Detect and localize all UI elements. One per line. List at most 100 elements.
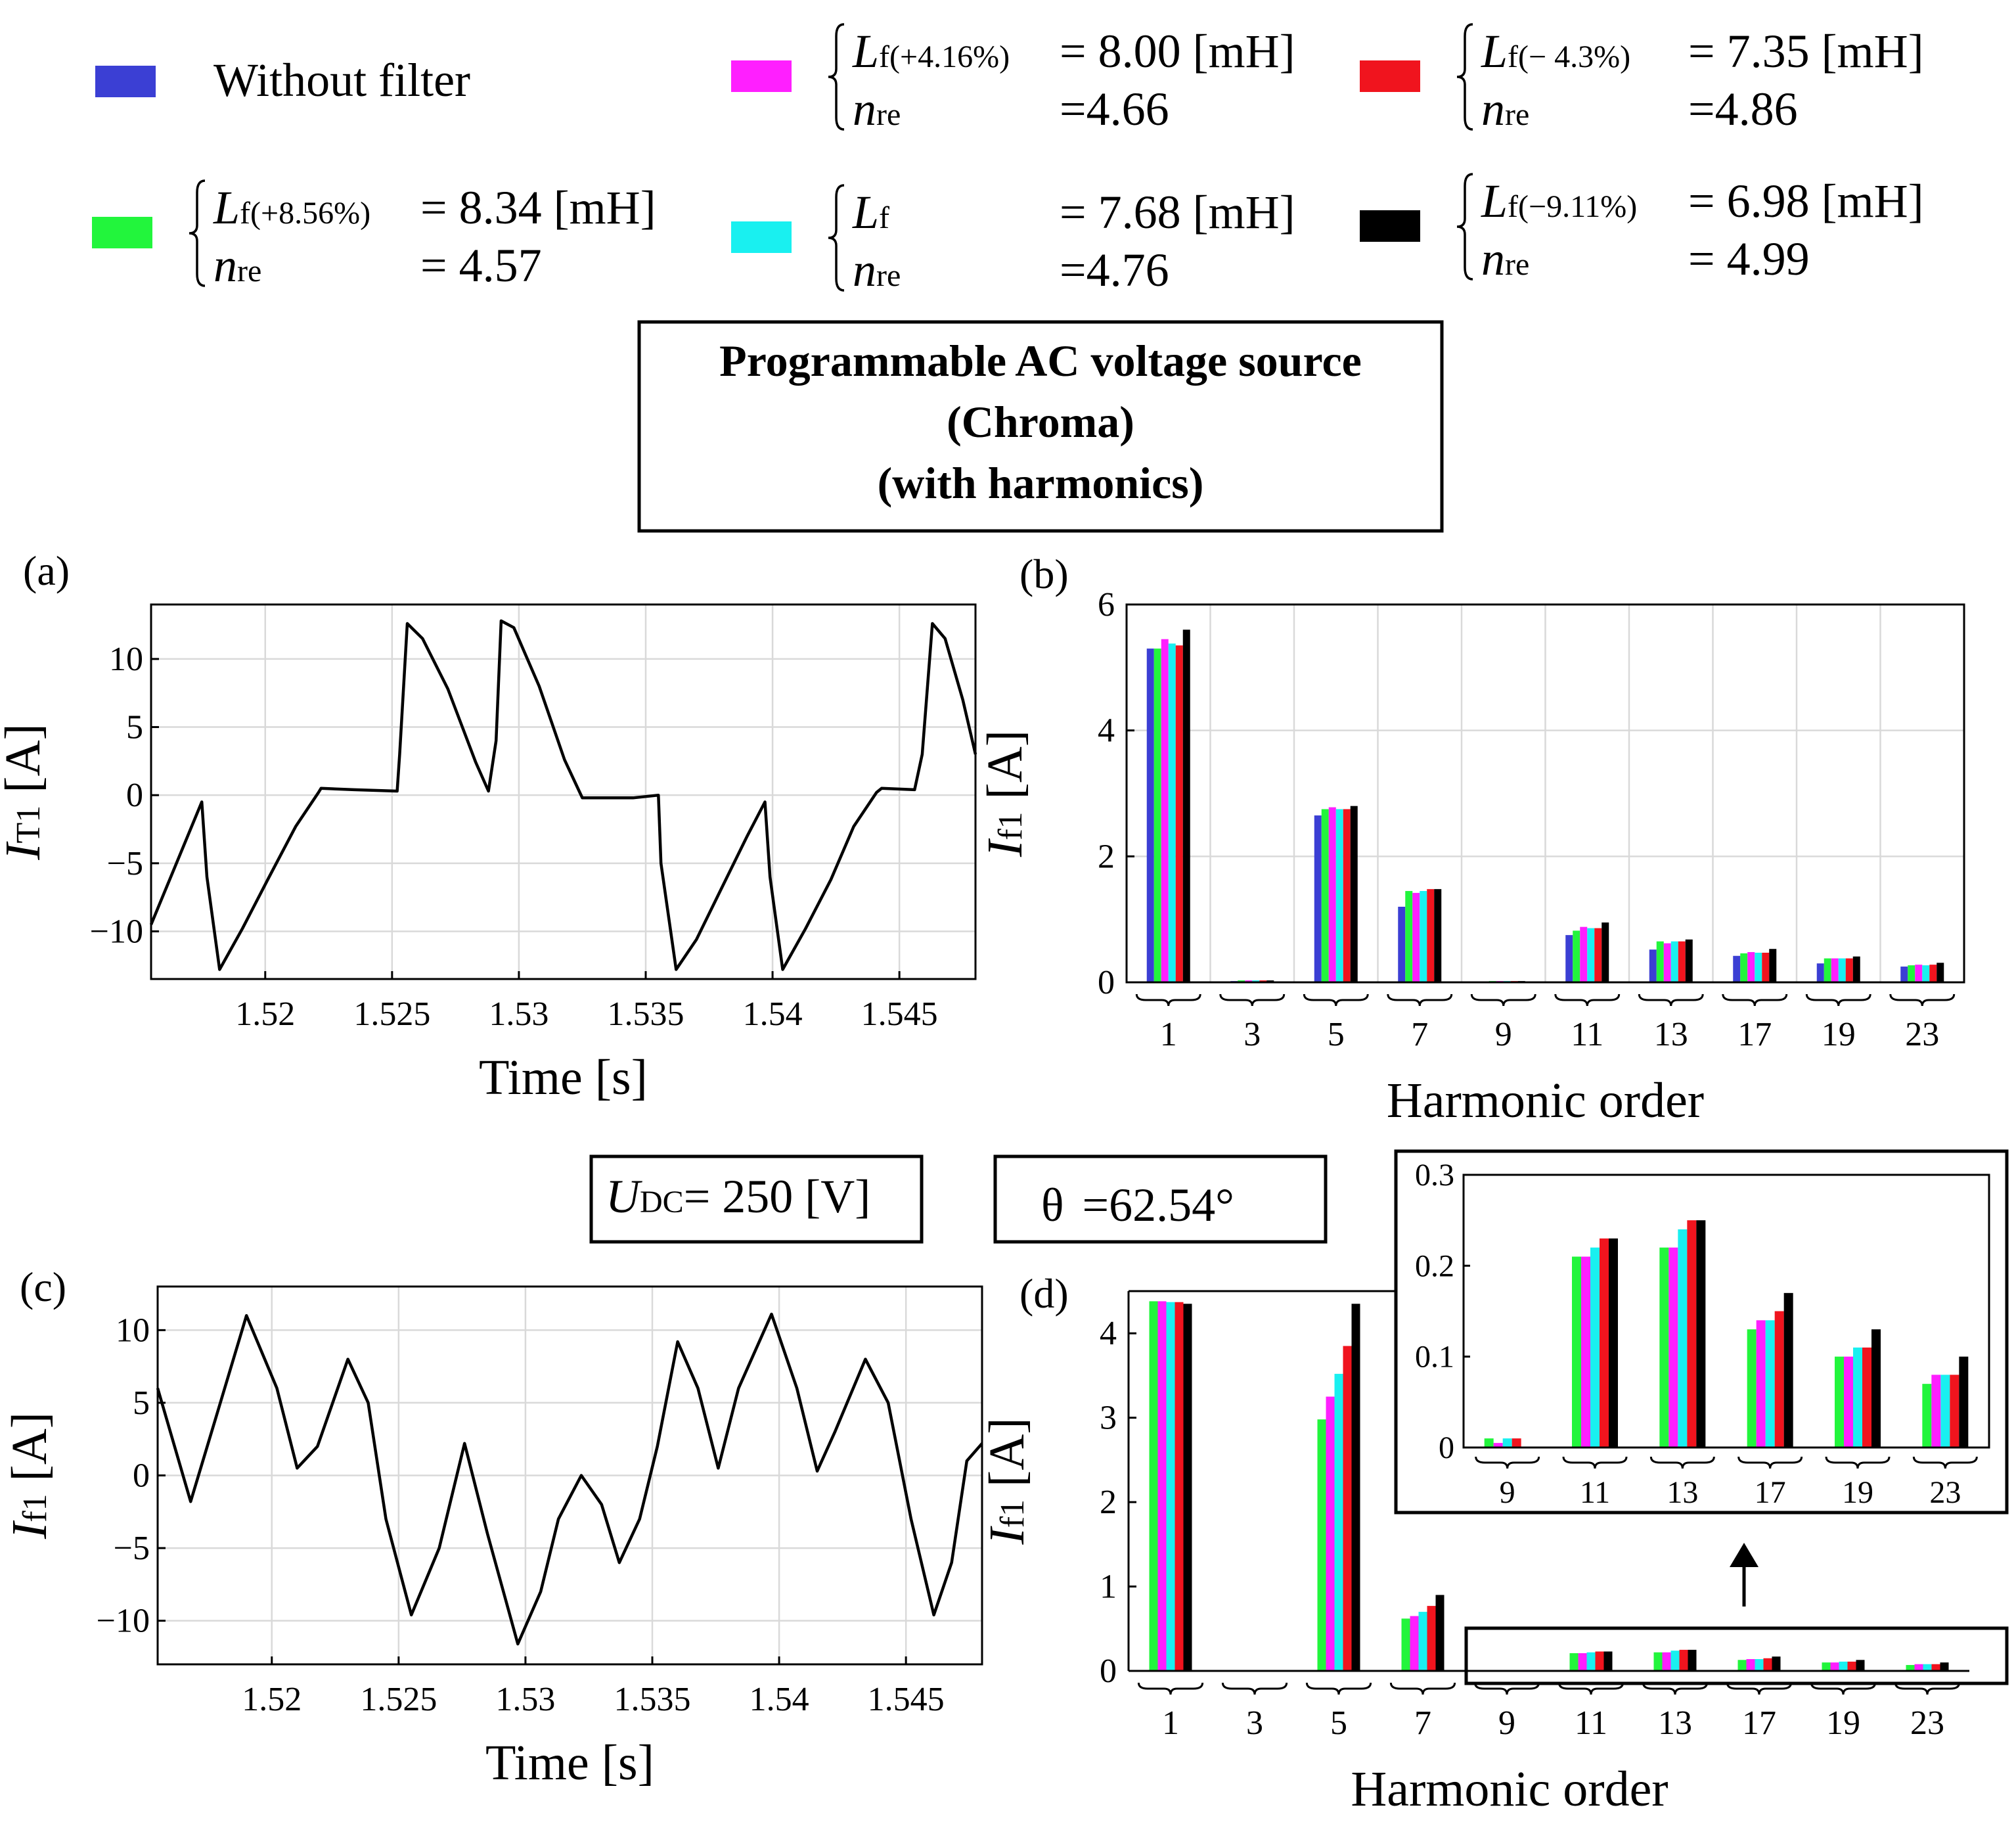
bar-Lf(+4.16%)-h13	[1662, 1652, 1671, 1671]
legend-ratio-nom: nre	[853, 244, 901, 296]
udc-box: UDC= 250 [V]	[589, 1154, 924, 1244]
inset-bar-Lf(+8.56%)-h23	[1922, 1384, 1932, 1448]
bar-Lf-h19	[1839, 1661, 1848, 1671]
bar-Lf(+8.56%)-h7	[1401, 1618, 1410, 1671]
legend-swatch-m911	[1360, 210, 1420, 242]
zoom-arrow-head	[1730, 1543, 1758, 1567]
bar-Lf-h17	[1755, 1659, 1764, 1671]
inset-x-tick-label: 23	[1929, 1475, 1961, 1510]
category-brace	[1642, 1682, 1709, 1695]
x-tick-label: 1.545	[868, 1681, 945, 1718]
bar-Without filter-h5	[1314, 815, 1322, 982]
bar-Lf(−4.3%)-h17	[1763, 1658, 1772, 1671]
legend-inductance-value-p856: = 8.34 [mH]	[420, 181, 656, 234]
bar-Lf(−9.11%)-h7	[1434, 889, 1442, 982]
svg-text:UDC= 250 [V]: UDC= 250 [V]	[606, 1170, 870, 1223]
bar-Lf(+8.56%)-h1	[1149, 1301, 1158, 1671]
legend-ratio-m911: nre	[1481, 233, 1529, 285]
legend-ratio-value-m911: = 4.99	[1688, 233, 1810, 285]
legend-L-value: = 6.98	[1688, 175, 1810, 227]
legend-L-unit: [mH]	[542, 181, 656, 234]
y-tick-label: 4	[1100, 1315, 1117, 1352]
bar-Lf(−4.3%)-h7	[1427, 889, 1435, 982]
bar-Without filter-h17	[1733, 955, 1741, 982]
bar-Without filter-h13	[1649, 949, 1657, 982]
y-axis-subscript: f1	[992, 811, 1029, 840]
inset-bar-Lf(+4.16%)-h17	[1756, 1320, 1766, 1448]
category-brace	[1805, 993, 1871, 1007]
bar-Lf-h1	[1166, 1302, 1175, 1671]
legend-ratio-value-p416: =4.66	[1060, 83, 1169, 135]
bar-Lf(+4.16%)-h17	[1746, 1659, 1755, 1671]
bar-Lf(+4.16%)-h1	[1161, 639, 1169, 982]
inset-bar-Lf(+8.56%)-h19	[1835, 1356, 1844, 1448]
legend-inductance-nom: Lf	[852, 186, 889, 239]
x-tick-label: 3	[1243, 1016, 1261, 1053]
legend-ratio-value-p856: = 4.57	[420, 239, 542, 292]
legend-ratio-value-m43: =4.86	[1688, 83, 1798, 135]
inset-x-tick-label: 9	[1500, 1475, 1515, 1510]
panel-label: (b)	[1019, 551, 1069, 597]
legend-n-symbol: n	[853, 244, 876, 296]
y-axis-symbol: I	[977, 838, 1033, 857]
bar-Lf(+8.56%)-h7	[1405, 891, 1413, 982]
legend-entry-p856: Lf(+8.56%) = 8.34 [mH] nre = 4.57	[92, 179, 656, 292]
bar-Lf(+4.16%)-h7	[1412, 892, 1420, 982]
x-tick-label: 1.535	[608, 995, 684, 1033]
y-tick-label: −10	[90, 913, 143, 950]
bar-Lf(+4.16%)-h11	[1578, 1653, 1587, 1671]
x-tick-label: 1	[1162, 1704, 1179, 1742]
category-brace	[1638, 993, 1704, 1007]
legend-n-value: = 4.57	[420, 239, 542, 292]
bar-Lf(−4.3%)-h11	[1595, 1651, 1604, 1671]
bar-Lf(+4.16%)-h5	[1326, 1396, 1335, 1671]
bar-Without filter-h19	[1816, 963, 1824, 982]
inset-bar-Lf(−4.3%)-h9	[1512, 1438, 1521, 1448]
legend-brace-p856	[189, 179, 206, 287]
theta-value: =62.54°	[1083, 1179, 1234, 1231]
bar-Lf(+4.16%)-h7	[1410, 1616, 1419, 1671]
y-tick-label: 10	[109, 641, 143, 678]
x-tick-label: 17	[1742, 1704, 1776, 1742]
x-tick-label: 19	[1822, 1016, 1856, 1053]
inset-bar-Lf(+4.16%)-h19	[1844, 1356, 1853, 1448]
udc-subscript: DC	[640, 1185, 684, 1220]
bar-Lf(−4.3%)-h19	[1847, 1661, 1856, 1671]
legend-brace-m911	[1456, 173, 1473, 281]
legend-L-value: = 8.34	[420, 181, 542, 234]
inset-y-tick-label: 0.1	[1415, 1340, 1454, 1375]
x-tick-label: 1.545	[861, 995, 938, 1033]
theta-symbol: θ	[1041, 1179, 1064, 1231]
bar-Lf(−4.3%)-h19	[1845, 958, 1853, 982]
category-brace	[1305, 1682, 1372, 1695]
inset-bar-Lf(+4.16%)-h13	[1669, 1247, 1678, 1448]
legend-inductance-value-m911: = 6.98 [mH]	[1688, 175, 1924, 227]
bar-Without filter-h1	[1146, 649, 1154, 982]
inset-x-tick-label: 19	[1842, 1475, 1873, 1510]
legend-L-unit: [mH]	[1181, 25, 1295, 78]
y-tick-label: 10	[116, 1311, 150, 1349]
legend-L-symbol: L	[852, 25, 879, 78]
plot-frame	[150, 603, 977, 980]
inset-bar-Lf(−9.11%)-h23	[1959, 1356, 1969, 1448]
inset-category-brace	[1562, 1456, 1628, 1469]
inset-plot-frame	[1462, 1174, 1990, 1449]
inset-category-brace	[1912, 1456, 1978, 1469]
legend-L-subscript: f	[879, 200, 889, 235]
legend-entry-p416: Lf(+4.16%) = 8.00 [mH] nre =4.66	[731, 23, 1295, 135]
legend-inductance-value-m43: = 7.35 [mH]	[1688, 25, 1924, 78]
bar-Lf(−9.11%)-h23	[1940, 1662, 1949, 1671]
category-brace	[1137, 1682, 1204, 1695]
bar-Lf(−9.11%)-h13	[1685, 939, 1693, 982]
x-tick-label: 11	[1575, 1704, 1607, 1742]
legend-L-value: = 7.35	[1688, 25, 1810, 78]
category-brace	[1889, 993, 1956, 1007]
bar-Lf(+4.16%)-h17	[1747, 952, 1755, 982]
inset-bar-Lf-h13	[1678, 1229, 1688, 1448]
legend-n-subscript: re	[876, 97, 901, 132]
x-tick-label: 1	[1160, 1016, 1177, 1053]
x-axis-label: Harmonic order	[1387, 1073, 1704, 1128]
y-axis-subscript: f1	[16, 1493, 54, 1522]
